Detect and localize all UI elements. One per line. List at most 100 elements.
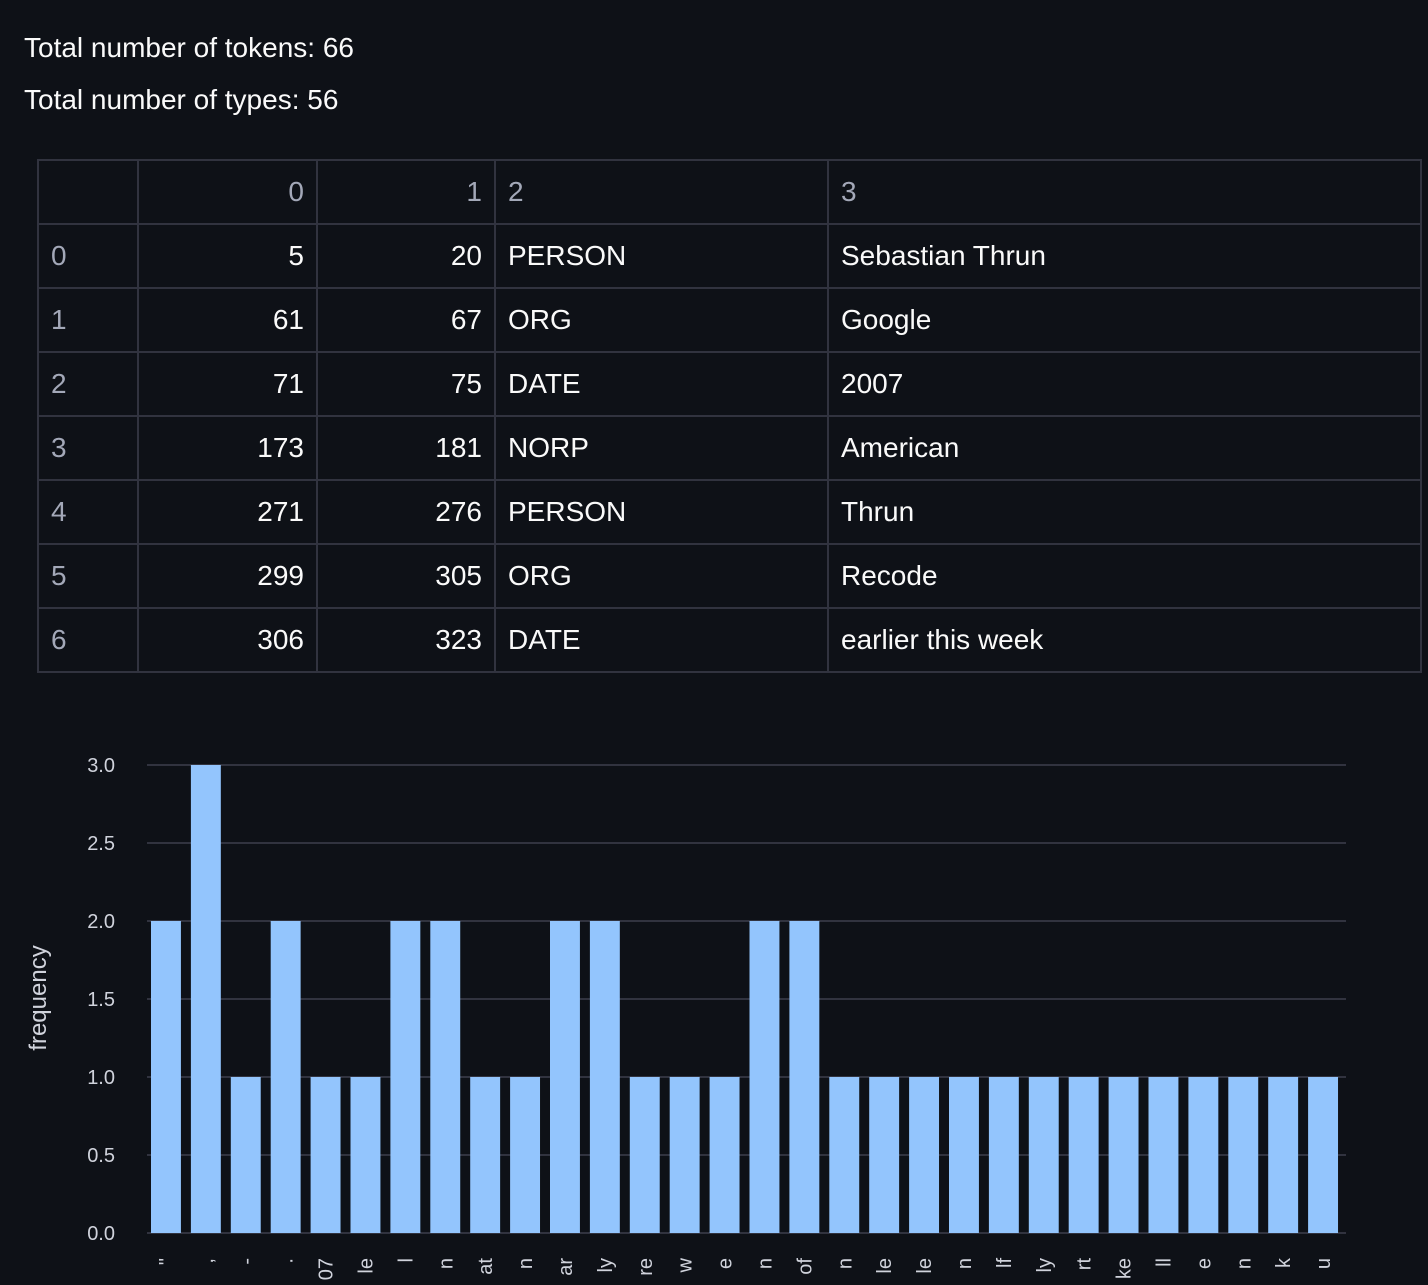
x-tick-label: " [156, 1258, 178, 1265]
table-cell: 276 [316, 479, 496, 545]
table-cell: DATE [494, 607, 829, 673]
bar [909, 1077, 940, 1233]
x-tick-label: e [1193, 1258, 1215, 1269]
table-row: 2 71 75 DATE 2007 [37, 351, 1422, 417]
table-header-row: 0 1 2 3 [37, 159, 1422, 225]
table-cell: PERSON [494, 479, 829, 545]
bar [1148, 1077, 1179, 1233]
bar [1268, 1077, 1299, 1233]
table-cell: 2007 [827, 351, 1422, 417]
bar [1108, 1077, 1139, 1233]
bar [589, 921, 620, 1233]
x-tick-label: rt [1074, 1258, 1096, 1271]
table-cell: ORG [494, 287, 829, 353]
table-cell: earlier this week [827, 607, 1422, 673]
bar [1308, 1077, 1339, 1233]
row-index: 0 [37, 223, 139, 289]
table-cell: ORG [494, 543, 829, 609]
table-cell: Google [827, 287, 1422, 353]
y-tick-label: 3.0 [87, 755, 115, 777]
table-cell: 75 [316, 351, 496, 417]
x-tick-label: u [1313, 1258, 1335, 1269]
table-row: 4 271 276 PERSON Thrun [37, 479, 1422, 545]
header-col-1[interactable]: 1 [316, 159, 496, 225]
bar [550, 921, 580, 1233]
table-cell: 173 [137, 415, 318, 481]
table-row: 1 61 67 ORG Google [37, 287, 1422, 353]
row-index: 3 [37, 415, 139, 481]
bar [190, 765, 221, 1233]
x-tick-label: n [834, 1258, 856, 1269]
x-tick-label: ly [595, 1258, 617, 1272]
table-cell: PERSON [494, 223, 829, 289]
header-col-0[interactable]: 0 [137, 159, 318, 225]
entity-table: 0 1 2 3 0 5 20 PERSON Sebastian Thrun 1 … [37, 159, 1422, 689]
table-row: 6 306 323 DATE earlier this week [37, 607, 1422, 673]
table-cell: NORP [494, 415, 829, 481]
bar [869, 1077, 900, 1233]
bar [629, 1077, 660, 1233]
row-index: 2 [37, 351, 139, 417]
token-count: Total number of tokens: 66 [24, 32, 354, 63]
header-index[interactable] [37, 159, 139, 225]
bar [1228, 1077, 1259, 1233]
x-tick-label: 07 [316, 1258, 338, 1280]
bar [789, 921, 820, 1233]
x-tick-label: . [276, 1258, 298, 1264]
x-tick-label: , [196, 1258, 218, 1264]
x-tick-label: ly [1034, 1258, 1056, 1272]
bar [1188, 1077, 1219, 1233]
table-cell: 20 [316, 223, 496, 289]
x-tick-label: k [1273, 1257, 1295, 1268]
table-cell: Recode [827, 543, 1422, 609]
table-cell: DATE [494, 351, 829, 417]
y-tick-label: 0.0 [87, 1223, 115, 1245]
header-col-3[interactable]: 3 [827, 159, 1422, 225]
table-cell: 181 [316, 415, 496, 481]
x-tick-label: ke [1114, 1258, 1136, 1279]
x-tick-label: w [675, 1257, 697, 1273]
bar [270, 921, 301, 1233]
x-tick-label: n [435, 1258, 457, 1269]
table-cell: 306 [137, 607, 318, 673]
bar [709, 1077, 740, 1233]
bar [949, 1077, 979, 1233]
y-tick-label: 2.5 [87, 833, 115, 855]
y-tick-label: 1.5 [87, 989, 115, 1011]
x-tick-label: n [515, 1258, 537, 1269]
table-cell: 71 [137, 351, 318, 417]
bar [230, 1077, 261, 1233]
table-cell: Sebastian Thrun [827, 223, 1422, 289]
table-cell: 271 [137, 479, 318, 545]
y-tick-label: 2.0 [87, 911, 115, 933]
table-cell: 61 [137, 287, 318, 353]
row-index: 1 [37, 287, 139, 353]
frequency-chart: 0.0 0.5 1.0 1.5 2.0 2.5 3.0 frequency ", -. 07 le l n… [0, 740, 1428, 1280]
table-cell: American [827, 415, 1422, 481]
table-row: 0 5 20 PERSON Sebastian Thrun [37, 223, 1422, 289]
y-tick-label: 1.0 [87, 1067, 115, 1089]
x-tick-label: le [914, 1258, 936, 1274]
header-col-2[interactable]: 2 [494, 159, 829, 225]
x-tick-label: ll [1153, 1258, 1175, 1267]
bar [829, 1077, 860, 1233]
bar [310, 1077, 341, 1233]
table-cell: Thrun [827, 479, 1422, 545]
x-tick-label: n [754, 1258, 776, 1269]
bar [390, 921, 421, 1233]
bar [1068, 1077, 1099, 1233]
bar [669, 1077, 700, 1233]
bar [151, 921, 181, 1233]
x-tick-label: of [794, 1258, 816, 1275]
dataframe: 0 1 2 3 0 5 20 PERSON Sebastian Thrun 1 … [37, 159, 1422, 673]
x-tick-label: le [355, 1258, 377, 1274]
type-count: Total number of types: 56 [24, 84, 339, 115]
x-tick-label: at [475, 1258, 497, 1275]
x-tick-label: lf [994, 1258, 1016, 1268]
y-tick-label: 0.5 [87, 1145, 115, 1167]
x-tick-label: re [635, 1258, 657, 1276]
row-index: 4 [37, 479, 139, 545]
bar [988, 1077, 1019, 1233]
bar [430, 921, 461, 1233]
x-tick-label: le [874, 1258, 896, 1274]
